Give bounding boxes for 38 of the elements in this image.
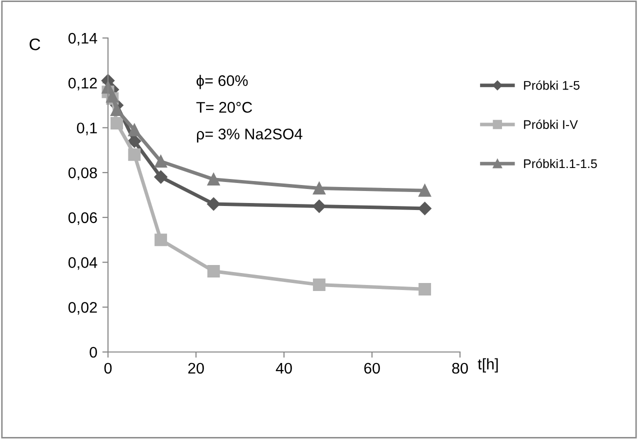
y-tick-label: 0,12 <box>68 78 97 90</box>
point <box>207 173 220 186</box>
x-axis-title: t[h] <box>478 358 498 373</box>
point <box>154 170 168 184</box>
point <box>110 104 124 116</box>
y-axis-title: C <box>30 38 40 50</box>
x-tick-label: 40 <box>276 362 292 374</box>
point <box>128 134 141 148</box>
y-tick-label: 0,08 <box>68 167 97 180</box>
legend-label: Próbki1.1-1.5 <box>524 158 597 168</box>
y-tick-label: 0,06 <box>68 212 97 225</box>
legend-label: Próbki I-V <box>524 120 578 129</box>
y-tick-label: 0,02 <box>68 302 97 315</box>
point <box>128 124 141 136</box>
point <box>110 116 124 130</box>
point <box>418 184 432 197</box>
y-tick-label: 0 <box>90 346 97 358</box>
point <box>312 278 326 291</box>
point <box>207 265 220 278</box>
legend-label: Próbki 1-5 <box>524 80 580 90</box>
point <box>128 148 141 161</box>
annotation: ρ= 3% Na2SO4 <box>196 128 302 142</box>
annotation: ϕ= 60% <box>196 74 248 90</box>
point <box>312 200 326 213</box>
x-tick-label: 20 <box>188 362 204 374</box>
point <box>418 282 432 296</box>
point <box>207 197 220 211</box>
point <box>154 155 168 168</box>
x-tick-label: 0 <box>104 362 112 374</box>
point <box>154 234 168 246</box>
y-tick-label: 0,14 <box>68 32 98 46</box>
y-tick-label: 0,04 <box>68 257 98 270</box>
point <box>312 182 326 195</box>
annotation: T= 20°C <box>196 102 252 113</box>
x-tick-label: 60 <box>364 362 380 374</box>
y-tick-label: 0,1 <box>76 122 97 136</box>
point <box>418 202 432 216</box>
x-tick-label: 80 <box>452 362 468 374</box>
